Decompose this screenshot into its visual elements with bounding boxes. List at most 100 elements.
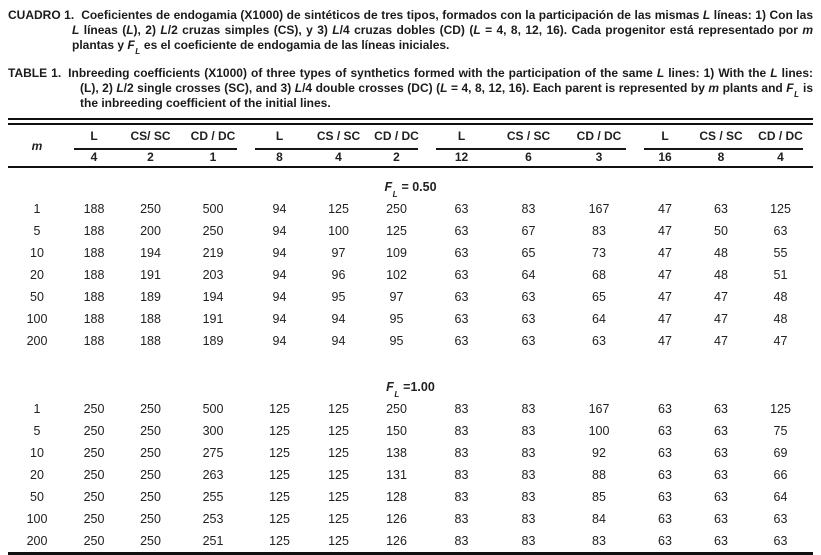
coefficient-value: 188 (83, 334, 105, 348)
coefficient-value: 250 (83, 446, 105, 460)
coefficient-value: 48 (773, 290, 788, 304)
table-row: 5 188 200 250 94 100 125 63 67 83 47 50 63 (8, 220, 813, 242)
col-header-cd-g3: CD / DC (576, 129, 622, 143)
col-number-cs-g3: 6 (495, 150, 562, 168)
coefficient-value: 63 (521, 290, 536, 304)
coefficient-value: 47 (714, 290, 728, 304)
coefficient-value: 63 (658, 468, 672, 482)
coefficient-value: 250 (140, 534, 161, 548)
coefficient-value: 63 (454, 334, 469, 348)
table-row: 20 250 250 263 125 125 131 83 83 88 63 63 66 (8, 464, 813, 486)
coefficient-value: 188 (83, 290, 105, 304)
col-number-cs-g2: 4 (312, 150, 365, 168)
group-rule-2 (255, 147, 418, 150)
coefficient-value: 125 (386, 224, 407, 238)
m-column-header: m (8, 125, 66, 168)
coefficient-value: 125 (770, 202, 791, 216)
coefficient-value: 250 (140, 202, 161, 216)
col-header-cs-g3: CS / SC (506, 129, 551, 143)
caption-text: ), 2) (133, 23, 161, 37)
coefficient-value: 500 (202, 402, 224, 416)
caption-text: /2 cruzas simples (CS), y 3) (167, 23, 333, 37)
coefficient-value: 126 (386, 512, 407, 526)
col-number-cs-g1: 2 (122, 150, 179, 168)
coefficient-value: 250 (140, 446, 161, 460)
coefficient-value: 83 (521, 512, 536, 526)
header-group-rules-row (8, 147, 813, 150)
col-header-cd-g1: CD / DC (190, 129, 236, 143)
table-row: 100 250 250 253 125 125 126 83 83 84 63 63 63 (8, 508, 813, 530)
m-value: 1 (33, 202, 41, 216)
coefficient-value: 125 (269, 512, 290, 526)
caption-text: Coeficientes de endogamia (X1000) de sin… (81, 8, 703, 22)
coefficient-value: 47 (658, 246, 672, 260)
coefficient-value: 200 (140, 224, 161, 238)
caption-text: is the inbreeding coefficient of the ini… (80, 81, 813, 110)
col-number-cd-g3: 3 (562, 150, 636, 168)
coefficient-value: 97 (389, 290, 404, 304)
caption-text: Inbreeding coefficients (X1000) of three… (68, 66, 657, 80)
coefficient-value: 251 (202, 534, 224, 548)
header-numbers-row: 4 2 1 8 4 2 12 6 3 16 8 4 (8, 150, 813, 168)
col-number-cd-g4: 4 (748, 150, 813, 168)
coefficient-value: 300 (202, 424, 224, 438)
coefficient-value: 194 (202, 290, 224, 304)
caption-text: /2 single crosses (SC), and 3) (123, 81, 295, 95)
m-value: 50 (30, 490, 44, 504)
m-value: 10 (30, 446, 44, 460)
coefficient-value: 63 (714, 512, 728, 526)
coefficient-value: 94 (331, 312, 346, 326)
caption-spanish: CUADRO 1. Coeficientes de endogamia (X100… (8, 8, 814, 56)
coefficient-value: 250 (140, 424, 161, 438)
coefficient-value: 83 (521, 534, 536, 548)
caption-var-l: L (72, 23, 80, 37)
caption-text: es el coeficiente de endogamia de las lí… (140, 38, 450, 52)
m-value: 10 (30, 246, 44, 260)
table-row: 10 188 194 219 94 97 109 63 65 73 47 48 55 (8, 242, 813, 264)
coefficient-value: 188 (83, 202, 105, 216)
col-header-l-g4: L (661, 129, 669, 143)
coefficient-value: 125 (328, 446, 349, 460)
m-value: 200 (26, 334, 48, 348)
coefficient-value: 63 (714, 424, 728, 438)
col-header-l-g3: L (457, 129, 466, 143)
caption-var-l: L (770, 66, 778, 80)
col-number-l-g4: 16 (636, 150, 694, 168)
coefficient-value: 275 (202, 446, 224, 460)
caption-var-f: F (127, 38, 135, 52)
coefficient-value: 100 (588, 424, 610, 438)
coefficient-value: 125 (269, 424, 290, 438)
coefficient-value: 73 (592, 246, 606, 260)
coefficient-value: 250 (202, 224, 224, 238)
coefficient-value: 63 (714, 534, 728, 548)
caption-text: /4 double crosses (DC) ( (302, 81, 441, 95)
coefficient-value: 50 (714, 224, 728, 238)
coefficient-value: 150 (386, 424, 407, 438)
caption-var-m: m (802, 23, 814, 37)
coefficient-value: 83 (592, 534, 606, 548)
caption-text: lines: (L), 2) (80, 66, 814, 95)
caption-var-l: L (294, 81, 303, 95)
coefficient-value: 219 (202, 246, 224, 260)
table-top-double-rule (8, 118, 813, 125)
coefficient-value: 66 (773, 468, 788, 482)
coefficient-value: 64 (592, 312, 606, 326)
coefficient-value: 83 (521, 468, 536, 482)
col-header-l-g1: L (90, 129, 98, 143)
caption-var-l: L (656, 66, 665, 80)
coefficient-value: 188 (140, 312, 161, 326)
caption-var-l: L (116, 81, 124, 95)
coefficient-value: 47 (658, 202, 672, 216)
col-number-cd-g1: 1 (179, 150, 247, 168)
coefficient-value: 47 (714, 312, 728, 326)
col-number-cd-g2: 2 (365, 150, 428, 168)
coefficient-value: 84 (592, 512, 606, 526)
coefficient-value: 125 (269, 446, 290, 460)
coefficient-value: 47 (658, 268, 672, 282)
coefficient-value: 68 (592, 268, 606, 282)
coefficient-value: 203 (202, 268, 224, 282)
coefficient-value: 95 (389, 334, 404, 348)
coefficient-value: 94 (272, 268, 287, 282)
coefficient-value: 263 (202, 468, 224, 482)
coefficient-value: 189 (202, 334, 224, 348)
